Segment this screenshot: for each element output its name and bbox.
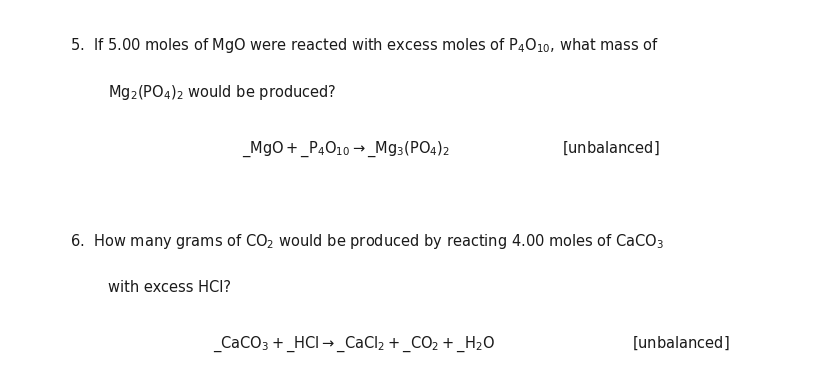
- Text: $\mathregular{Mg_2(PO_4)_2}$ would be produced?: $\mathregular{Mg_2(PO_4)_2}$ would be pr…: [108, 83, 336, 102]
- Text: $\mathregular{\_CaCO_3+\_HCl \rightarrow \_CaCl_2+\_CO_2+\_H_2O}$: $\mathregular{\_CaCO_3+\_HCl \rightarrow…: [213, 334, 495, 354]
- Text: 6.  How many grams of $\mathregular{CO_2}$ would be produced by reacting 4.00 mo: 6. How many grams of $\mathregular{CO_2}…: [69, 232, 663, 251]
- Text: $\mathregular{\_MgO+\_P_4O_{10} \rightarrow \_Mg_3(PO_4)_2}$: $\mathregular{\_MgO+\_P_4O_{10} \rightar…: [241, 139, 450, 159]
- Text: $\left[\mathregular{unbalanced}\right]$: $\left[\mathregular{unbalanced}\right]$: [562, 139, 659, 157]
- Text: 5.  If 5.00 moles of MgO were reacted with excess moles of $\mathregular{P_4O_{1: 5. If 5.00 moles of MgO were reacted wit…: [69, 36, 658, 55]
- Text: $\left[\mathregular{unbalanced}\right]$: $\left[\mathregular{unbalanced}\right]$: [631, 334, 729, 352]
- Text: with excess HCl?: with excess HCl?: [108, 280, 230, 295]
